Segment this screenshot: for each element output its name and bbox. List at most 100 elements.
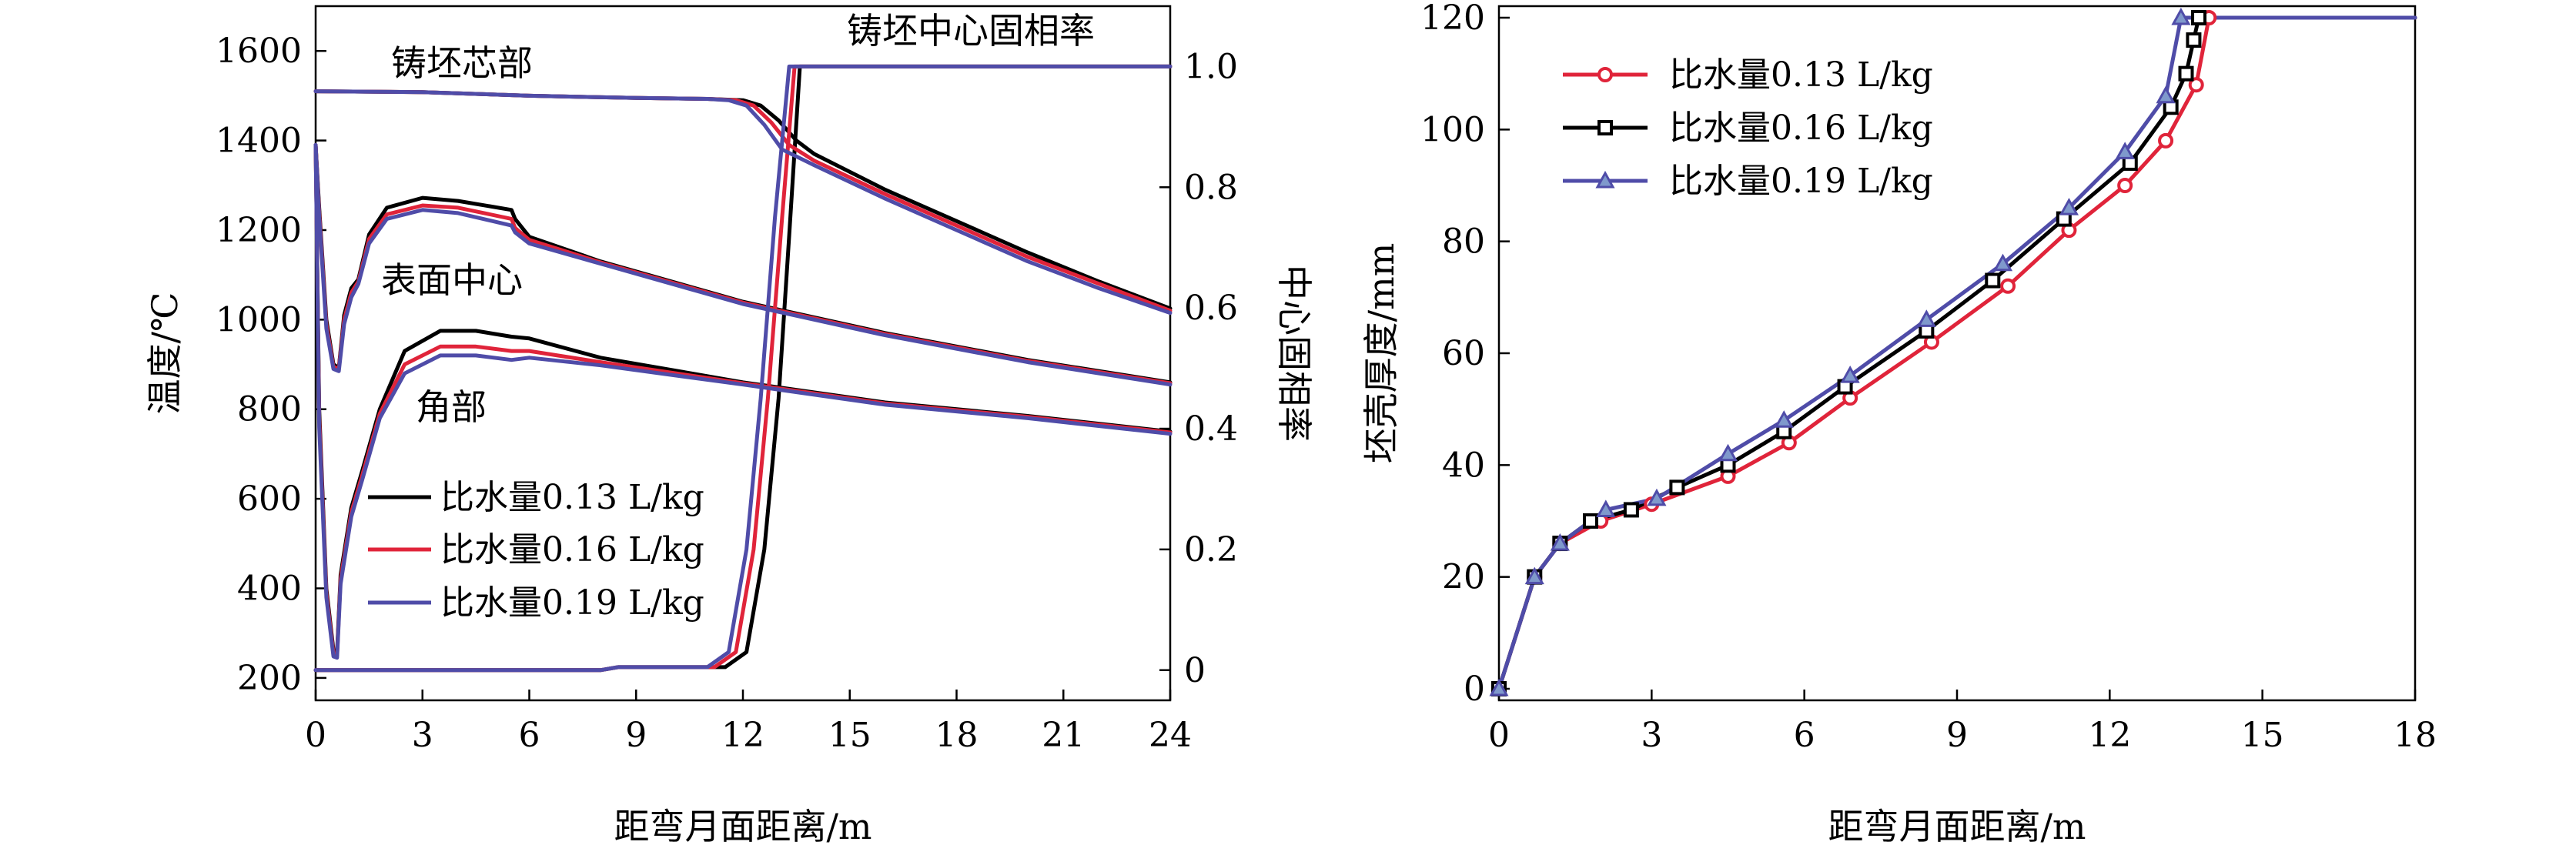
- left-x-axis: 0 3 6 9 12 15 18 21 24: [305, 690, 1192, 755]
- right-series-0-marker: [2188, 77, 2204, 93]
- right-x-axis: 0 3 6 9 12 15 18: [1488, 690, 2437, 755]
- left-x-tick-label: 18: [935, 716, 979, 755]
- right-y-axis: 0 20 40 60 80 100 120: [1420, 0, 1510, 709]
- right-x-tick-label: 12: [2088, 716, 2131, 755]
- right-x-tick-label: 9: [1946, 716, 1968, 755]
- right-series-2-marker: [1489, 678, 1509, 696]
- left-y-tick-label: 1000: [216, 300, 302, 339]
- left-y-axis-label: 温度/℃: [144, 292, 186, 415]
- right-x-tick-label: 0: [1488, 716, 1510, 755]
- left-x-tick-label: 12: [721, 716, 764, 755]
- left-legend-label-2: 比水量0.19 L/kg: [440, 583, 704, 623]
- right-series-2-line: [1497, 15, 2417, 691]
- core-annotation: 铸坯芯部: [391, 42, 533, 84]
- right-chart: 0 3 6 9 12 15 18 0 20 40 60 80 100 120 距弯月面距离/m 坯壳厚度…: [1360, 0, 2437, 847]
- solid-fraction-annotation: 铸坯中心固相率: [847, 10, 1095, 52]
- right-series-1-marker: [1985, 272, 2001, 289]
- right-series-1-marker: [2178, 65, 2194, 82]
- right-series-1-line: [1497, 15, 2417, 691]
- right-x-tick-label: 3: [1641, 716, 1662, 755]
- right-series-0-marker: [2000, 278, 2016, 294]
- right-x-axis-label: 距弯月面距离/m: [1828, 806, 2086, 847]
- right-series-2-marker: [2059, 197, 2079, 215]
- left-y2-tick-label: 0: [1184, 651, 1206, 690]
- left-series-group: [313, 64, 1173, 673]
- corner-annotation: 角部: [416, 386, 487, 428]
- right-series-group: [1489, 7, 2417, 696]
- left-y-tick-label: 1200: [216, 211, 302, 250]
- left-legend: 比水量0.13 L/kg 比水量0.16 L/kg 比水量0.19 L/kg: [368, 478, 704, 623]
- right-series-2-marker: [1647, 488, 1667, 506]
- right-series-2-marker: [1840, 365, 1860, 383]
- left-series-2-corner-temperature-line: [313, 142, 1173, 660]
- right-legend: 比水量0.13 L/kg 比水量0.16 L/kg 比水量0.19 L/kg: [1563, 55, 1933, 201]
- left-y-tick-label: 1600: [216, 32, 302, 71]
- left-x-tick-label: 0: [305, 716, 326, 755]
- left-y-tick-label: 400: [237, 569, 302, 609]
- right-legend-marker-0: [1597, 67, 1613, 82]
- right-series-2-marker: [2115, 142, 2135, 159]
- surface-annotation: 表面中心: [381, 259, 523, 301]
- left-y-tick-label: 600: [237, 479, 302, 519]
- left-x-axis-label: 距弯月面距离/m: [614, 806, 871, 847]
- right-y-tick-label: 100: [1420, 110, 1485, 149]
- left-y-axis: 200 400 600 800 1000 1200 1400 1600: [216, 32, 326, 698]
- left-y2-axis-label: 中心固相率: [1273, 265, 1315, 442]
- left-y2-axis: 0 0.2 0.4 0.6 0.8 1.0: [1159, 47, 1238, 690]
- right-y-tick-label: 40: [1442, 446, 1485, 485]
- right-series-0-line: [1497, 15, 2417, 691]
- right-series-1-marker: [1583, 513, 1598, 529]
- right-series-1-marker: [1623, 502, 1639, 518]
- right-y-tick-label: 60: [1442, 334, 1485, 373]
- left-x-tick-label: 6: [519, 716, 540, 755]
- right-x-tick-label: 18: [2394, 716, 2437, 755]
- left-x-tick-label: 3: [412, 716, 433, 755]
- right-series-2-marker: [1718, 443, 1738, 462]
- left-y2-tick-label: 1.0: [1184, 47, 1238, 86]
- right-series-2-marker: [1596, 499, 1616, 517]
- right-series-1-marker: [2191, 10, 2207, 25]
- left-series-2-core-temperature-line: [313, 89, 1173, 316]
- left-y-tick-label: 1400: [216, 122, 302, 161]
- right-series-1-marker: [1669, 479, 1685, 496]
- right-y-tick-label: 120: [1420, 0, 1485, 38]
- right-x-tick-label: 15: [2241, 716, 2284, 755]
- right-legend-label-0: 比水量0.13 L/kg: [1669, 55, 1933, 95]
- right-series-0-marker: [2117, 178, 2133, 193]
- right-legend-marker-1: [1597, 120, 1613, 135]
- right-y-axis-label: 坯壳厚度/mm: [1360, 243, 1402, 464]
- left-x-tick-label: 24: [1149, 716, 1192, 755]
- right-y-tick-label: 0: [1464, 670, 1485, 709]
- right-plot-frame: [1497, 5, 2417, 702]
- left-series-2-solid-fraction-line: [313, 64, 1173, 673]
- left-x-tick-label: 21: [1042, 716, 1085, 755]
- right-series-2-marker: [2156, 85, 2176, 104]
- left-chart: 0 3 6 9 12 15 18 21 24 200 400 600 800 1000 1200 1400 1…: [144, 5, 1315, 847]
- right-y-tick-label: 20: [1442, 558, 1485, 597]
- right-y-tick-label: 80: [1442, 222, 1485, 262]
- left-series-2-surface-temperature-line: [313, 142, 1173, 387]
- right-series-2-marker: [1550, 533, 1570, 551]
- left-y-tick-label: 800: [237, 390, 302, 429]
- left-y2-tick-label: 0.2: [1184, 530, 1238, 569]
- left-y2-tick-label: 0.6: [1184, 289, 1238, 328]
- left-legend-label-0: 比水量0.13 L/kg: [440, 478, 704, 517]
- right-legend-label-2: 比水量0.19 L/kg: [1669, 162, 1933, 201]
- right-series-2-marker: [1992, 253, 2013, 272]
- left-y2-tick-label: 0.8: [1184, 168, 1238, 207]
- right-x-tick-label: 6: [1794, 716, 1815, 755]
- right-series-2-marker: [2171, 7, 2191, 25]
- left-y-tick-label: 200: [237, 659, 302, 698]
- right-series-0-marker: [2158, 132, 2174, 149]
- right-series-2-marker: [1916, 309, 1936, 327]
- right-series-1-marker: [2186, 32, 2202, 48]
- right-series-2-marker: [1774, 410, 1794, 428]
- right-legend-marker-2: [1595, 170, 1615, 189]
- left-x-tick-label: 9: [625, 716, 647, 755]
- left-legend-label-1: 比水量0.16 L/kg: [440, 530, 704, 569]
- left-x-tick-label: 15: [828, 716, 871, 755]
- right-series-2-marker: [1524, 566, 1544, 585]
- right-legend-label-1: 比水量0.16 L/kg: [1669, 109, 1933, 148]
- left-y2-tick-label: 0.4: [1184, 409, 1238, 449]
